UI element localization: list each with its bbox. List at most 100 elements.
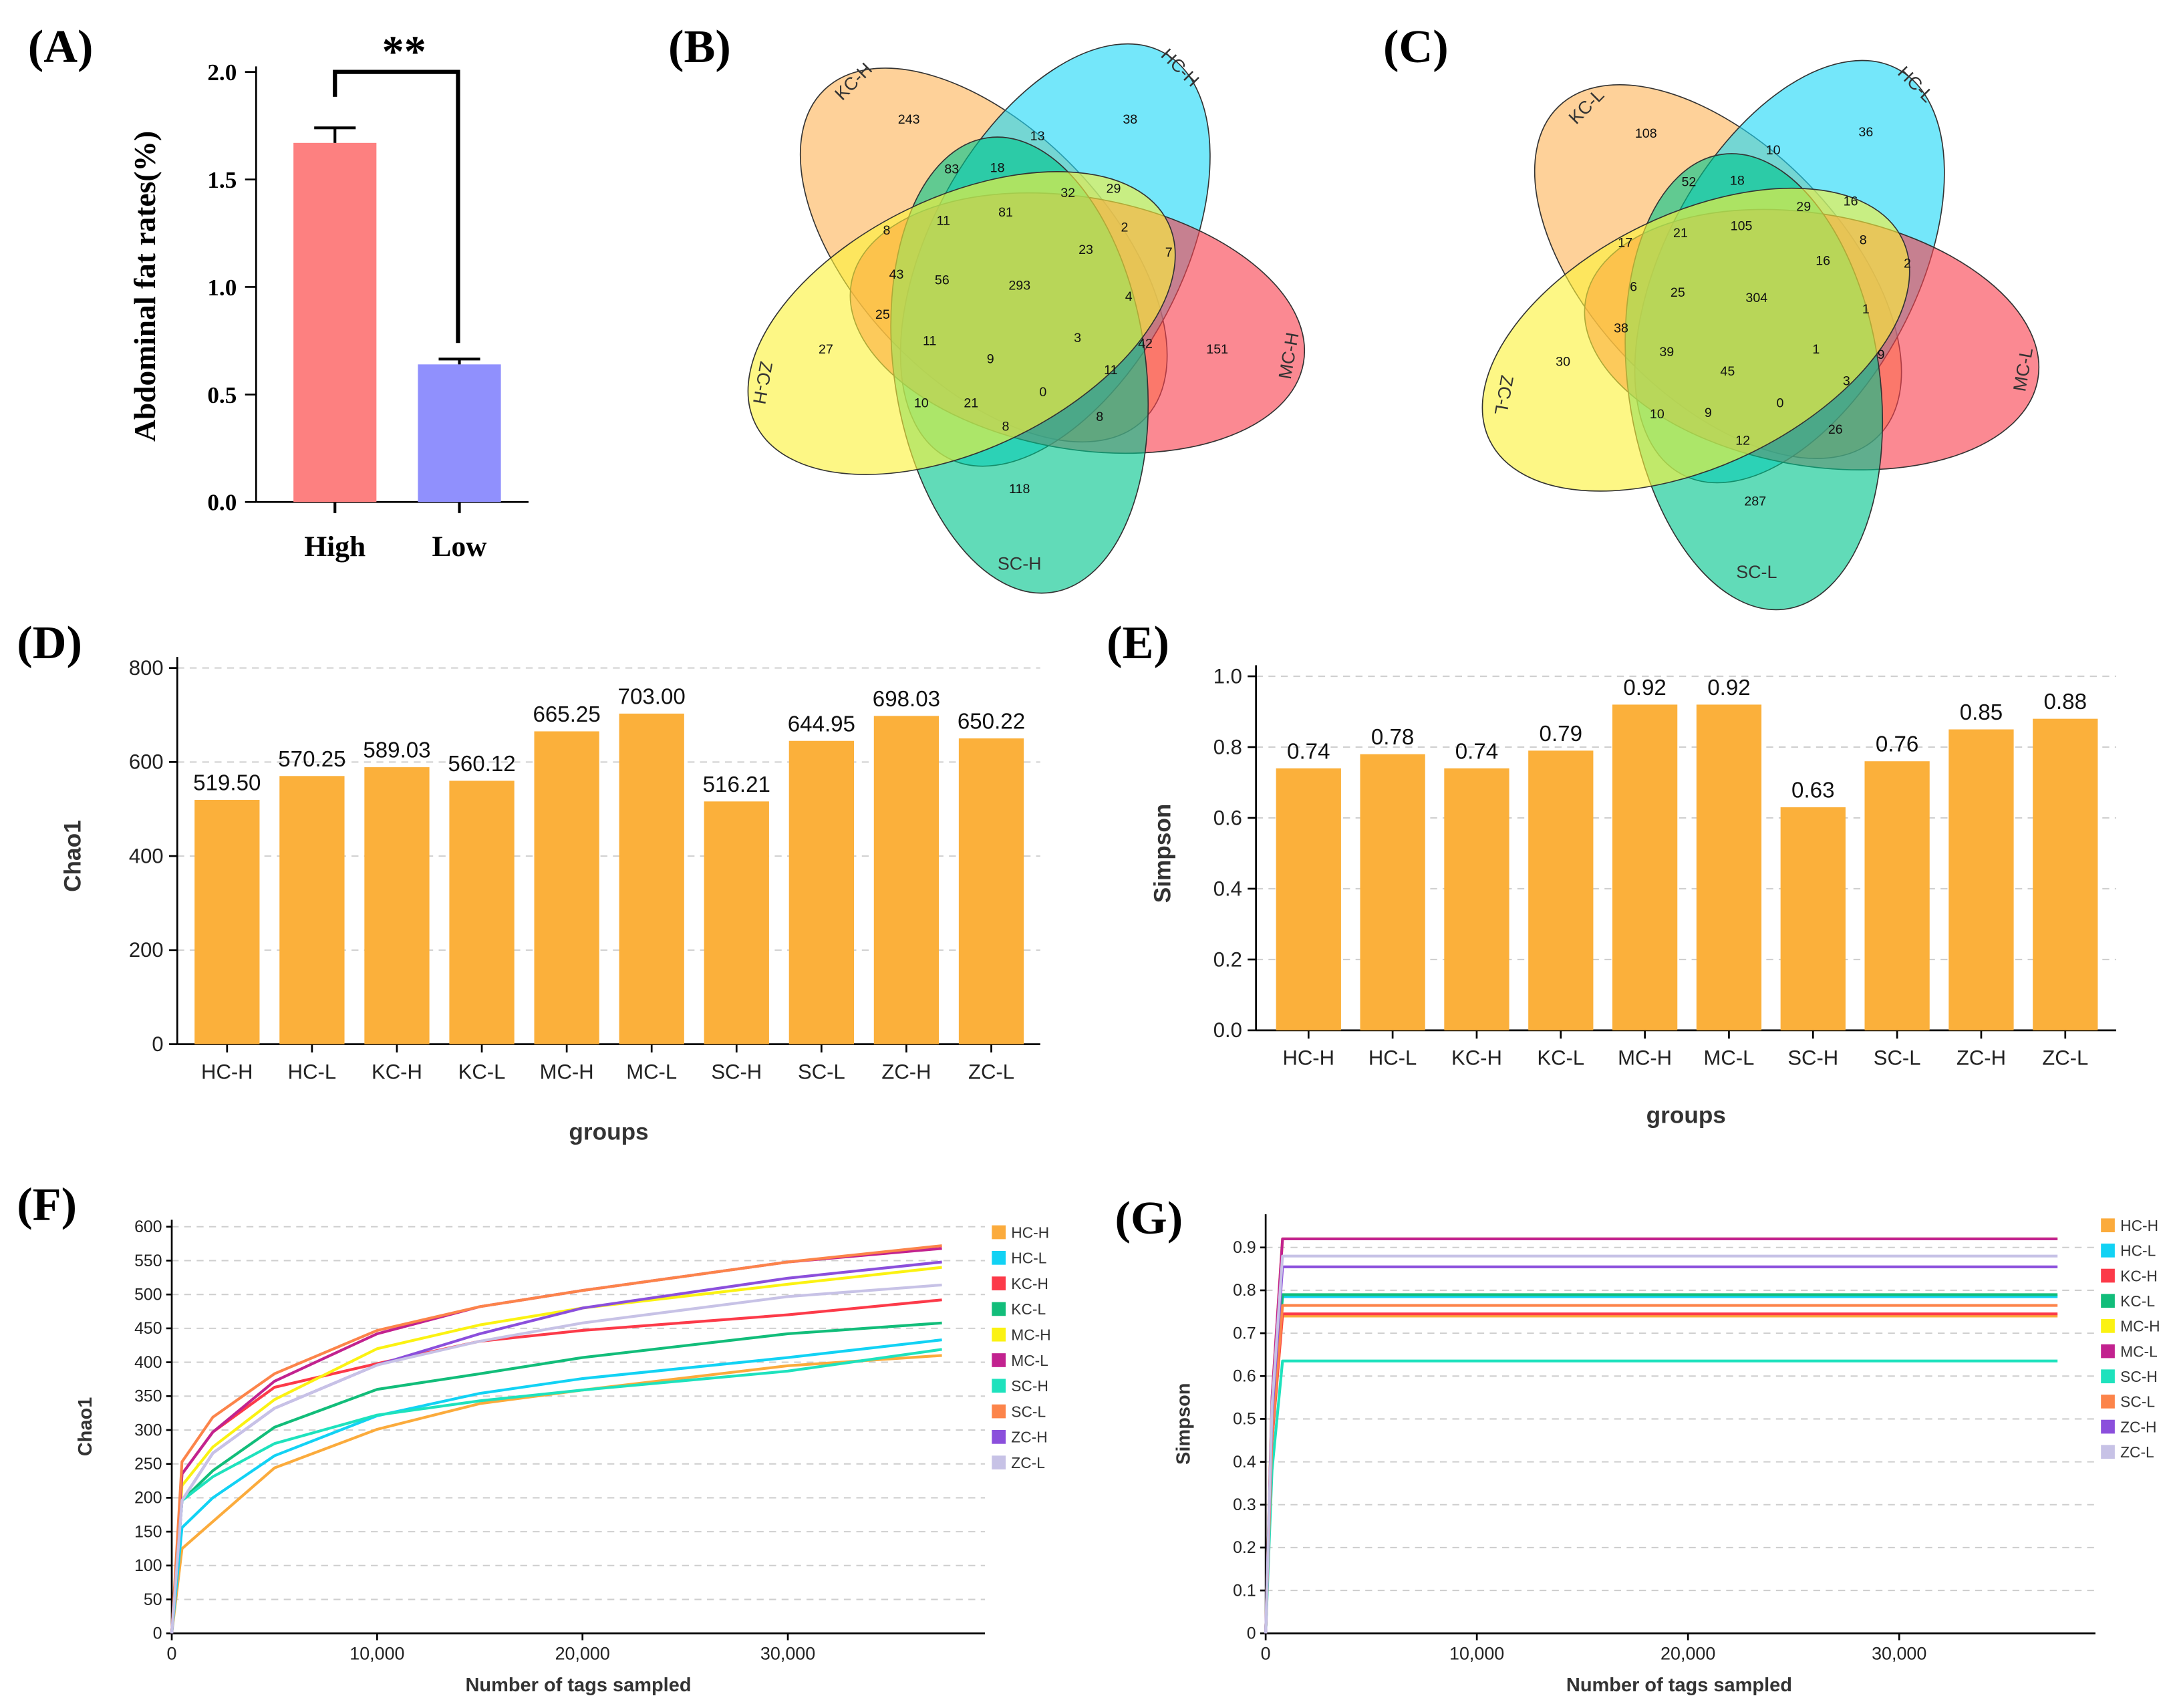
- venn-region-count: 38: [1614, 321, 1628, 336]
- y-tick-label: 550: [134, 1252, 162, 1270]
- y-tick-label: 0.6: [1233, 1368, 1256, 1386]
- significance-stars: **: [382, 27, 426, 76]
- venn-region-count: 118: [1009, 482, 1030, 496]
- venn-region-count: 3: [1843, 374, 1850, 388]
- y-axis-title: Chao1: [75, 1397, 96, 1457]
- y-tick-label: 100: [134, 1557, 162, 1575]
- venn-region-count: 11: [923, 333, 936, 348]
- x-tick-label: 20,000: [555, 1644, 610, 1664]
- bar-value-label: 589.03: [363, 738, 430, 763]
- bar-kc-h: [364, 767, 430, 1044]
- legend-swatch: [992, 1353, 1006, 1367]
- venn-region-count: 12: [1735, 433, 1750, 448]
- y-axis-title: Simpson: [1149, 804, 1175, 903]
- venn-region-count: 18: [1730, 173, 1745, 188]
- venn-region-count: 6: [1630, 280, 1637, 295]
- x-tick-label: SC-L: [1874, 1046, 1921, 1070]
- bar-value-label: 0.88: [2044, 690, 2087, 714]
- y-tick-label: 0.6: [1213, 806, 1242, 829]
- y-axis-title: Abdominal fat rates(%): [128, 131, 162, 442]
- panel-d-chart: 0 200 400 600 800 519.50 HC-H 570.25 HC-L 589.03 K…: [59, 656, 1040, 1145]
- venn-region-count: 16: [1844, 194, 1858, 208]
- y-tick-label: 800: [129, 656, 164, 680]
- panel-label-c: (C): [1383, 21, 1449, 73]
- venn-region-count: 8: [883, 223, 891, 238]
- venn-region-count: 3: [1074, 331, 1081, 345]
- series-line-zc-l: [170, 1283, 942, 1634]
- y-tick-label: 1.0: [207, 275, 237, 301]
- legend-swatch: [992, 1327, 1006, 1342]
- venn-region-count: 29: [1796, 200, 1811, 215]
- legend-swatch: [2101, 1445, 2115, 1459]
- venn-region-count: 8: [1002, 420, 1010, 434]
- x-tick-label: Low: [432, 531, 487, 563]
- y-tick-label: 600: [129, 750, 164, 774]
- bar-hc-l: [279, 776, 345, 1044]
- venn-region-count: 45: [1720, 364, 1735, 379]
- legend-label: KC-L: [1011, 1300, 1046, 1318]
- venn-region-count: 8: [1096, 410, 1103, 424]
- panel-e-chart: 0.0 0.2 0.4 0.6 0.8 1.0 0.74 HC-H 0.78 HC-L 0.74 KC…: [1149, 664, 2116, 1129]
- y-tick-label: 400: [134, 1354, 162, 1372]
- series-line-kc-l: [170, 1321, 942, 1634]
- bar-sc-l: [788, 740, 854, 1044]
- y-tick-label: 200: [134, 1489, 162, 1508]
- venn-region-count: 17: [1618, 235, 1632, 250]
- x-tick-label: MC-H: [1618, 1046, 1672, 1070]
- y-tick-label: 350: [134, 1388, 162, 1406]
- y-tick-label: 300: [134, 1421, 162, 1439]
- venn-region-count: 29: [1107, 182, 1121, 196]
- venn-region-count: 9: [1878, 347, 1885, 362]
- bar-value-label: 0.78: [1371, 725, 1414, 750]
- venn-region-count: 32: [1060, 186, 1075, 200]
- venn-region-count: 9: [1705, 406, 1712, 420]
- panel-label-g: (G): [1115, 1192, 1183, 1244]
- y-axis-title: Simpson: [1173, 1383, 1194, 1465]
- bar-kc-l: [1528, 750, 1594, 1030]
- y-tick-label: 50: [144, 1591, 162, 1609]
- legend-label: SC-H: [1011, 1377, 1048, 1395]
- y-tick-label: 0.7: [1233, 1324, 1256, 1342]
- venn-region-count: 1: [1862, 302, 1870, 317]
- panel-a-chart: 0.0 0.5 1.0 1.5 2.0 High Low ** Abdominal fat ra…: [128, 27, 529, 563]
- venn-region-count: 287: [1744, 494, 1766, 509]
- bar-mc-h: [534, 731, 599, 1044]
- series-line-kc-l: [1264, 1293, 2058, 1634]
- legend-label: SC-L: [2120, 1393, 2155, 1411]
- x-tick-label: HC-H: [1282, 1046, 1334, 1070]
- venn-region-count: 13: [1030, 129, 1045, 144]
- x-tick-label: ZC-L: [968, 1060, 1014, 1083]
- venn-region-count: 25: [1671, 285, 1685, 300]
- venn-set-label: SC-H: [998, 554, 1042, 574]
- bar-value-label: 698.03: [873, 687, 940, 712]
- bar-zc-l: [2033, 718, 2098, 1030]
- bar-value-label: 0.92: [1623, 676, 1666, 700]
- x-tick-label: ZC-L: [2042, 1046, 2088, 1070]
- series-line-hc-l: [1264, 1295, 2058, 1634]
- y-tick-label: 0.5: [1233, 1411, 1256, 1429]
- y-tick-label: 200: [129, 938, 164, 962]
- bar-sc-h: [704, 801, 769, 1044]
- x-tick-label: KC-H: [372, 1060, 422, 1083]
- legend-label: ZC-H: [2120, 1418, 2156, 1435]
- legend-swatch: [2101, 1419, 2115, 1434]
- y-tick-label: 1.0: [1213, 664, 1242, 688]
- legend-label: HC-L: [1011, 1250, 1046, 1267]
- legend-label: ZC-H: [1011, 1429, 1047, 1446]
- y-tick-label: 250: [134, 1455, 162, 1473]
- bar-low: [418, 364, 501, 503]
- venn-region-count: 26: [1828, 422, 1843, 437]
- legend-label: HC-L: [2120, 1242, 2156, 1260]
- x-tick-label: SC-L: [798, 1060, 845, 1083]
- legend-label: HC-H: [1011, 1224, 1049, 1241]
- bar-kc-h: [1444, 768, 1509, 1030]
- y-tick-label: 600: [134, 1218, 162, 1236]
- venn-region-count: 4: [1125, 289, 1133, 304]
- series-line-hc-h: [1264, 1314, 2058, 1634]
- legend-label: SC-H: [2120, 1368, 2158, 1385]
- legend-label: ZC-L: [2120, 1443, 2154, 1461]
- x-tick-label: SC-H: [711, 1060, 762, 1083]
- bar-sc-l: [1864, 761, 1930, 1030]
- venn-region-count: 293: [1008, 279, 1030, 293]
- significance-bracket: [333, 69, 460, 343]
